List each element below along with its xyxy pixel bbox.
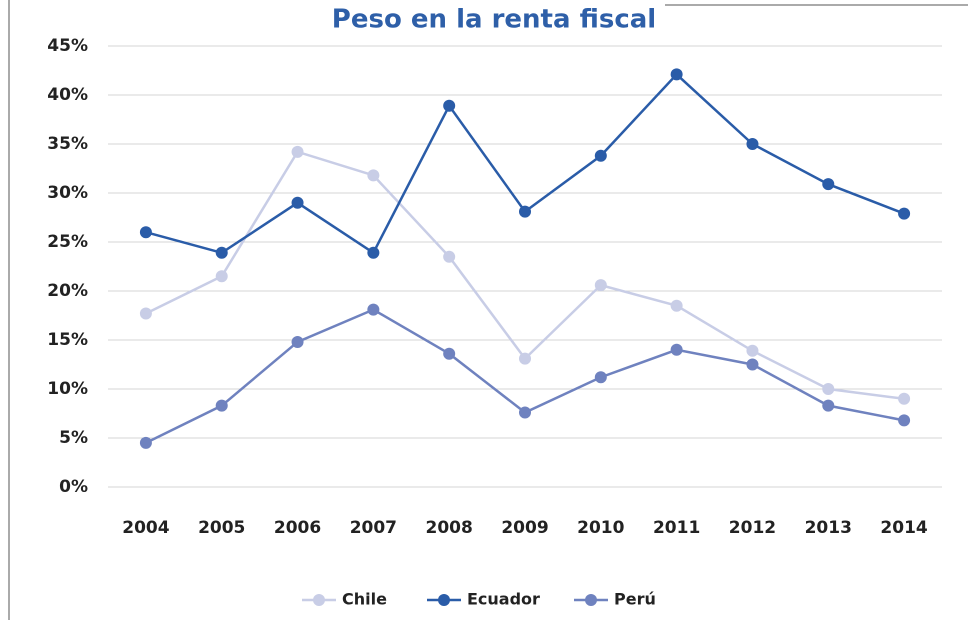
point [519,205,531,218]
y-tick-label: 15% [47,330,88,350]
x-tick-label: 2013 [805,518,852,538]
y-tick-label: 30% [47,183,88,203]
legend-marker [585,594,597,606]
point [898,207,911,220]
x-tick-label: 2006 [274,518,321,538]
x-tick-label: 2004 [122,518,169,538]
point [519,352,531,365]
point [822,399,835,412]
x-tick-label: 2009 [501,518,548,538]
point [139,307,152,320]
point [291,145,304,158]
point [367,303,380,316]
legend-marker [438,594,450,606]
point [367,246,380,259]
point [746,138,759,150]
chart-title: Peso en la renta fiscal [332,5,656,35]
point [215,270,228,283]
point [670,68,683,81]
x-tick-label: 2012 [729,518,776,538]
point [215,246,228,259]
point [139,436,152,449]
point [367,169,380,182]
series-line [145,72,905,255]
x-tick-label: 2007 [350,518,397,538]
point [670,299,683,312]
y-tick-label: 20% [47,281,88,301]
point [594,279,607,292]
point [670,343,683,356]
point [746,344,759,357]
x-tick-label: 2005 [198,518,245,538]
legend-marker [313,594,325,606]
point [215,399,228,412]
legend-label: Perú [614,590,656,609]
y-tick-label: 35% [47,134,88,154]
point [519,406,531,419]
point [822,178,835,191]
x-tick-label: 2010 [577,518,624,538]
legend-label: Ecuador [467,590,540,609]
legend-label: Chile [342,590,387,609]
y-tick-label: 45% [47,36,88,56]
y-tick-label: 25% [47,232,88,252]
point [594,149,607,162]
y-tick-label: 5% [59,428,88,448]
point [898,414,911,427]
point [594,371,607,384]
point [291,335,304,348]
point [443,99,456,112]
point [443,250,456,263]
point [822,383,835,395]
point [898,392,911,405]
point [443,347,456,360]
y-tick-label: 40% [47,85,88,105]
point [746,358,759,371]
x-tick-label: 2011 [653,518,700,538]
x-tick-label: 2008 [426,518,473,538]
y-tick-label: 10% [47,379,88,399]
x-tick-label: 2014 [880,518,927,538]
y-tick-label: 0% [59,477,88,497]
point [139,226,152,239]
point [291,196,304,209]
series-line [145,308,905,445]
